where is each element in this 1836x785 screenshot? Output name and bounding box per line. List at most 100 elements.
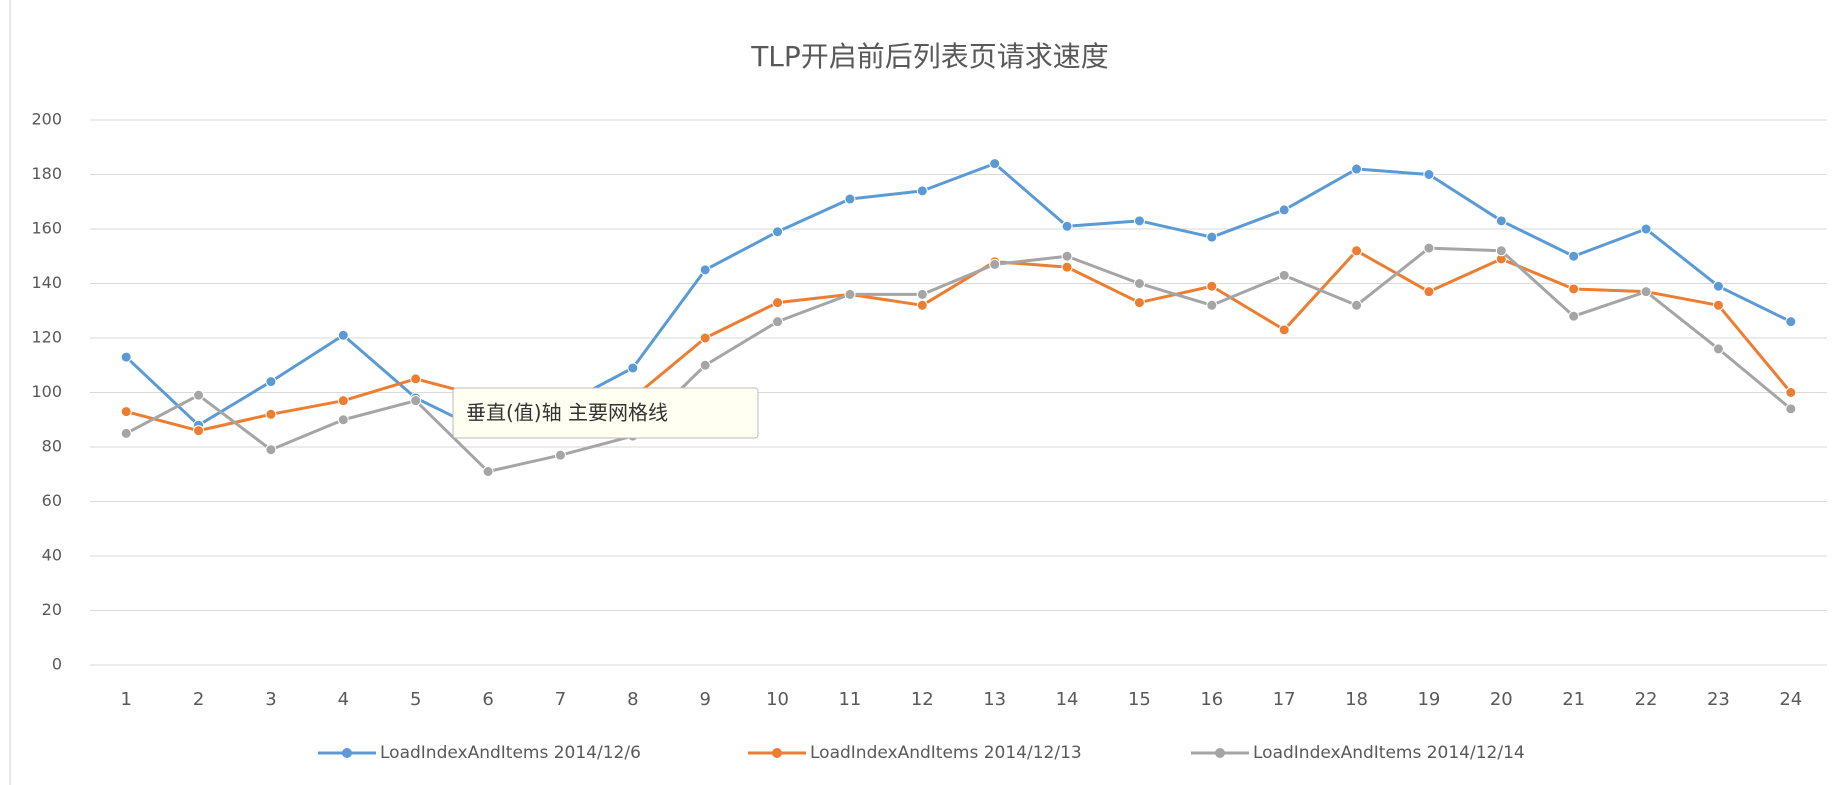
x-tick-label: 24 xyxy=(1779,689,1802,710)
point xyxy=(1712,343,1724,355)
series-line xyxy=(125,246,1792,474)
point xyxy=(916,299,928,311)
chart-title: TLP开启前后列表页请求速度 xyxy=(750,40,1109,73)
point xyxy=(120,406,132,418)
x-tick-label: 16 xyxy=(1200,689,1223,710)
point xyxy=(844,288,856,300)
point xyxy=(1206,280,1218,292)
point xyxy=(1133,297,1145,309)
point xyxy=(989,158,1001,170)
point xyxy=(772,226,784,238)
point xyxy=(1278,324,1290,336)
point xyxy=(482,466,494,478)
point xyxy=(265,444,277,456)
point xyxy=(1061,250,1073,262)
point xyxy=(1785,316,1797,328)
x-tick-label: 10 xyxy=(766,689,789,710)
point xyxy=(772,316,784,328)
x-tick-label: 23 xyxy=(1707,689,1730,710)
series-line xyxy=(125,249,1792,433)
x-tick-label: 22 xyxy=(1635,689,1658,710)
point xyxy=(120,427,132,439)
point xyxy=(989,258,1001,270)
point xyxy=(1061,261,1073,273)
point xyxy=(1133,278,1145,289)
point xyxy=(1712,280,1724,292)
point xyxy=(1785,403,1797,415)
point xyxy=(1640,223,1652,235)
point xyxy=(1206,299,1218,311)
point xyxy=(1351,245,1363,257)
point xyxy=(1495,245,1507,257)
y-tick-label: 200 xyxy=(31,110,62,129)
point xyxy=(844,193,856,205)
y-tick-label: 180 xyxy=(31,164,62,183)
point xyxy=(193,389,205,401)
point xyxy=(337,395,349,407)
x-tick-label: 3 xyxy=(265,689,276,710)
y-tick-label: 80 xyxy=(42,437,62,456)
x-tick-label: 20 xyxy=(1490,689,1513,710)
x-tick-label: 21 xyxy=(1562,689,1585,710)
point xyxy=(193,425,205,437)
x-tick-label: 6 xyxy=(482,689,493,710)
x-tick-label: 12 xyxy=(911,689,934,710)
legend-marker xyxy=(1215,748,1225,758)
x-tick-label: 11 xyxy=(838,689,861,710)
y-tick-label: 120 xyxy=(31,328,62,347)
point xyxy=(1712,299,1724,311)
point xyxy=(1640,286,1652,298)
tooltip-text: 垂直(值)轴 主要网格线 xyxy=(466,401,668,425)
x-tick-label: 2 xyxy=(193,689,204,710)
point xyxy=(410,373,422,385)
point xyxy=(1423,286,1435,298)
y-tick-label: 140 xyxy=(31,273,62,292)
point xyxy=(1061,220,1073,232)
point xyxy=(1785,387,1797,398)
tooltip: 垂直(值)轴 主要网格线 xyxy=(452,387,759,439)
legend-marker xyxy=(342,748,352,758)
x-tick-label: 1 xyxy=(120,689,131,710)
point xyxy=(1206,231,1218,243)
legend-label: LoadIndexAndItems 2014/12/13 xyxy=(810,743,1082,763)
x-tick-label: 4 xyxy=(338,689,349,710)
x-tick-label: 7 xyxy=(555,689,566,710)
point xyxy=(627,362,639,374)
x-tick-label: 18 xyxy=(1345,689,1368,710)
x-tick-label: 17 xyxy=(1273,689,1296,710)
point xyxy=(1133,215,1145,227)
point xyxy=(1495,215,1507,227)
point xyxy=(699,332,711,344)
x-tick-label: 9 xyxy=(699,689,710,710)
point xyxy=(1423,169,1435,180)
point xyxy=(916,288,928,300)
point xyxy=(337,329,349,341)
point xyxy=(337,414,349,426)
x-tick-label: 8 xyxy=(627,689,638,710)
y-tick-label: 160 xyxy=(31,219,62,238)
point xyxy=(1278,269,1290,281)
point xyxy=(265,408,277,420)
x-tick-label: 13 xyxy=(983,689,1006,710)
point xyxy=(1351,299,1363,311)
x-tick-label: 19 xyxy=(1417,689,1440,710)
y-tick-label: 0 xyxy=(52,655,62,674)
point xyxy=(1351,163,1363,175)
y-tick-label: 100 xyxy=(31,382,62,401)
point xyxy=(1278,204,1290,216)
x-tick-label: 14 xyxy=(1056,689,1079,710)
series-line xyxy=(125,162,1792,435)
y-tick-label: 20 xyxy=(42,600,62,619)
point xyxy=(554,449,566,461)
point xyxy=(1568,250,1580,262)
point xyxy=(699,264,711,276)
point xyxy=(1423,242,1435,254)
legend-label: LoadIndexAndItems 2014/12/6 xyxy=(380,743,641,763)
point xyxy=(1568,283,1580,295)
legend-label: LoadIndexAndItems 2014/12/14 xyxy=(1253,743,1525,763)
y-tick-label: 40 xyxy=(42,546,62,565)
point xyxy=(772,297,784,309)
y-tick-label: 60 xyxy=(42,491,62,510)
point xyxy=(1568,310,1580,322)
